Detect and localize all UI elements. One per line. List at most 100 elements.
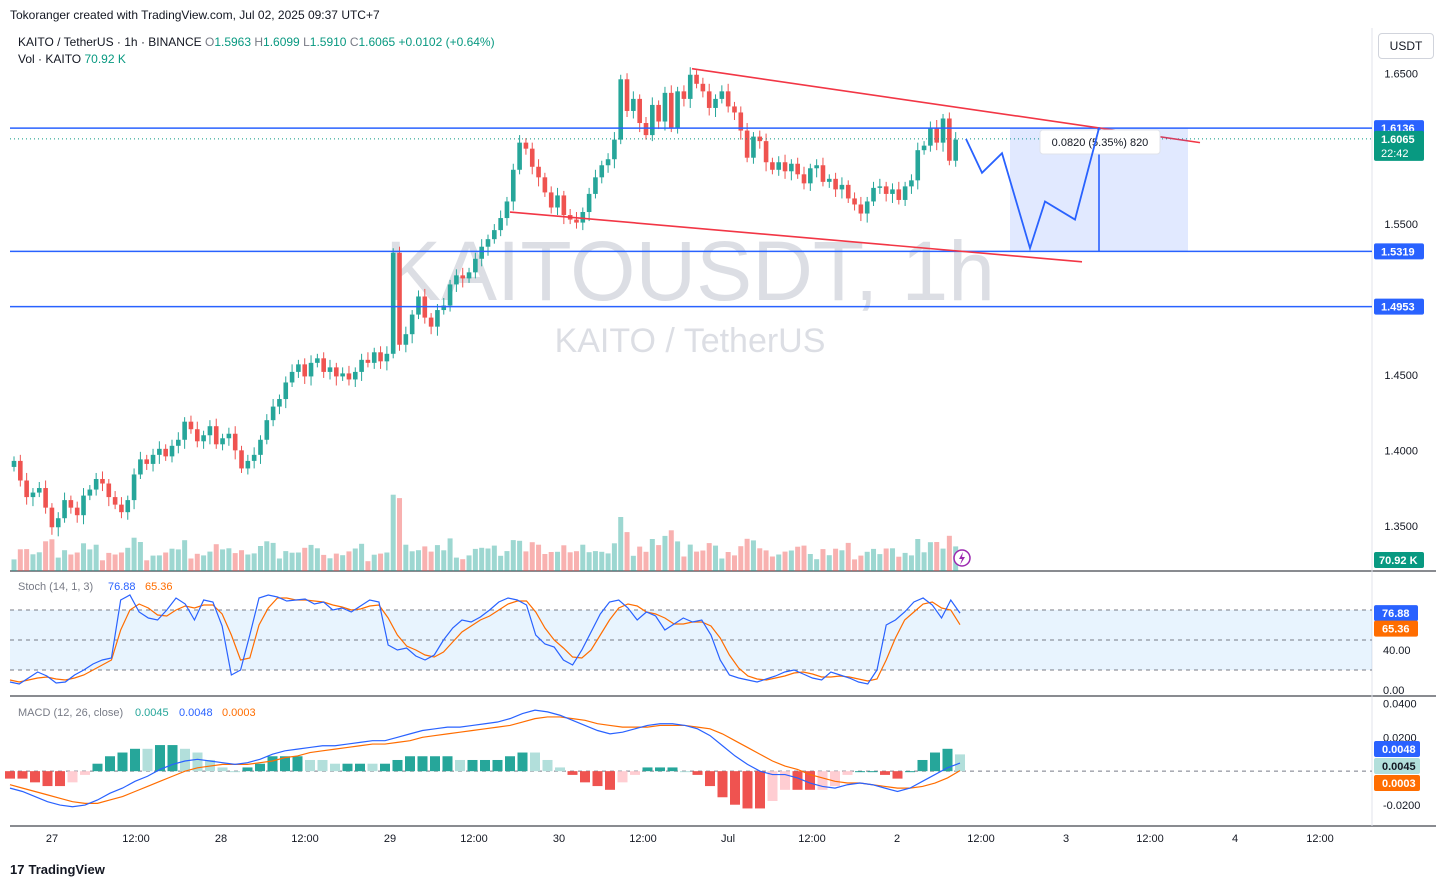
volume-bar — [852, 559, 858, 571]
volume-bar — [529, 542, 535, 571]
lightning-glyph-icon — [959, 552, 965, 565]
volume-bar — [694, 551, 700, 571]
volume-bar — [561, 545, 567, 571]
candle-body — [258, 439, 263, 455]
macd-histogram-bar — [217, 767, 228, 772]
volume-bar — [940, 548, 946, 571]
candle-body — [441, 305, 447, 311]
candle-body — [561, 195, 567, 216]
volume-bar — [896, 556, 902, 571]
macd-signal-tag-text: 0.0003 — [1382, 778, 1416, 790]
candle-body — [182, 421, 187, 440]
macd-histogram-bar — [442, 756, 453, 772]
volume-bar — [333, 553, 339, 571]
macd-histogram-bar — [542, 759, 553, 772]
candle-body — [808, 168, 813, 184]
volume-bar — [744, 538, 750, 571]
candle-body — [795, 163, 800, 175]
candle-body — [555, 195, 560, 208]
volume-bar — [93, 544, 99, 571]
price-tick-label: 1.6500 — [1384, 68, 1418, 80]
candle-body — [757, 136, 763, 142]
volume-bar — [156, 555, 162, 571]
change-value: +0.0102 (+0.64%) — [398, 35, 495, 49]
candle-body — [359, 359, 364, 372]
volume-bar — [637, 546, 643, 571]
measure-label: 0.0820 (5.35%) 820 — [1052, 137, 1149, 149]
macd-histogram-bar — [830, 771, 840, 787]
candle-body — [650, 104, 655, 136]
currency-button[interactable]: USDT — [1378, 33, 1434, 59]
macd-histogram-bar — [405, 756, 415, 772]
projection-path — [965, 127, 1100, 252]
time-tick-label: 4 — [1232, 833, 1238, 845]
time-tick-label: 12:00 — [967, 833, 995, 845]
volume-bar — [713, 545, 719, 571]
price-tick-label: 1.4000 — [1384, 445, 1418, 457]
macd-histogram-bar — [905, 771, 915, 773]
candle-body — [782, 162, 788, 172]
candle-body — [378, 352, 383, 362]
candle-body — [479, 246, 484, 259]
volume-bar — [517, 540, 523, 571]
volume-bar — [245, 554, 251, 571]
candle-body — [327, 367, 333, 372]
volume-bar — [668, 530, 674, 571]
macd-histogram-bar — [480, 759, 490, 772]
candle-body — [751, 136, 756, 158]
candle-body — [144, 459, 150, 464]
candle-body — [454, 275, 459, 285]
volume-bar — [555, 551, 561, 571]
volume-bar — [194, 553, 200, 571]
macd-histogram-bar — [642, 767, 653, 772]
macd-histogram-bar — [767, 771, 778, 801]
macd-tick-label: 0.0400 — [1383, 698, 1417, 710]
macd-histogram-bar — [155, 745, 165, 772]
macd-histogram-bar — [105, 756, 115, 772]
candle-body — [49, 507, 55, 528]
volume-bar — [346, 551, 352, 571]
candle-body — [612, 139, 617, 160]
macd-histogram-bar — [780, 771, 790, 790]
candle-body — [902, 186, 908, 200]
macd-value: 0.0048 — [179, 707, 213, 719]
candle-body — [68, 500, 74, 508]
candle-body — [409, 314, 415, 335]
candle-body — [839, 184, 845, 190]
volume-bar — [137, 542, 143, 571]
price-tick-label: 1.5500 — [1384, 219, 1418, 231]
volume-bar — [675, 541, 681, 571]
time-tick-label: 30 — [553, 833, 565, 845]
candle-body — [877, 186, 883, 188]
candle-body — [637, 98, 642, 124]
candle-body — [416, 296, 421, 315]
volume-bar — [112, 554, 118, 571]
candle-body — [725, 91, 731, 107]
candle-body — [921, 145, 927, 151]
volume-axis-label: 70.92 K — [1379, 555, 1418, 567]
macd-histogram-bar — [617, 771, 628, 783]
volume-bar — [738, 546, 744, 571]
candle-body — [738, 112, 744, 131]
macd-signal-value: 0.0003 — [222, 707, 256, 719]
volume-bar — [801, 545, 807, 571]
stoch-d-tag — [1374, 620, 1418, 637]
volume-bar — [795, 546, 801, 571]
candle-body — [675, 91, 680, 128]
volume-bar — [106, 552, 112, 571]
volume-bar — [371, 554, 377, 571]
time-tick-label: 12:00 — [460, 833, 488, 845]
candle-body — [435, 310, 440, 327]
volume-bar — [466, 555, 472, 571]
candle-body — [340, 373, 345, 377]
tradingview-logo[interactable]: 17 TradingView — [10, 862, 105, 877]
macd-histogram-bar — [280, 756, 290, 772]
macd-signal-line — [9, 716, 961, 804]
volume-bar — [295, 552, 301, 571]
candle-body — [55, 518, 61, 528]
candle-body — [492, 230, 497, 240]
candle-body — [473, 258, 478, 273]
candle-body — [18, 460, 23, 481]
